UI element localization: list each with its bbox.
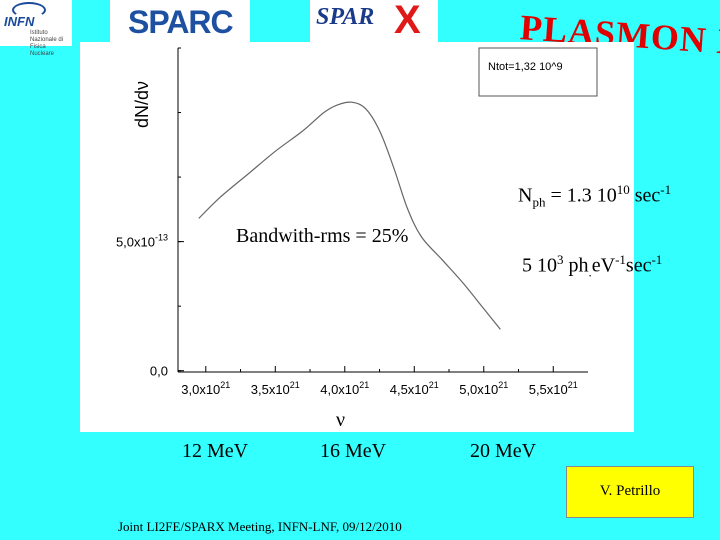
energy-label-12: 12 MeV (182, 440, 249, 462)
y-tick-label-exponent: -13 (155, 233, 168, 243)
x-tick-label-exponent: 21 (220, 380, 230, 390)
legend-text: Ntot=1,32 10^9 (488, 61, 563, 73)
x-tick-label-base: 4,0x10 (320, 382, 359, 397)
sparx-logo-x: X (394, 0, 421, 42)
x-tick-label: 5,5x1021 (529, 380, 578, 397)
x-ticks: 3,0x1021 3,5x1021 4,0x1021 4,5x1021 5,0x1021… (181, 366, 578, 397)
y-ticks: 0,0 5,0x10-13 (116, 47, 184, 379)
y-axis-label: dN/dν (132, 81, 152, 128)
x-tick-label-exponent: 21 (429, 380, 439, 390)
spectral-prefix: 5 10 (522, 254, 557, 277)
sparx-logo-text: SPAR (316, 4, 375, 30)
x-tick-label-base: 4,5x10 (390, 382, 429, 397)
spectral-exponent: 3 (557, 252, 564, 267)
x-axis-label: ν (336, 409, 345, 431)
x-tick-label-base: 5,5x10 (529, 382, 568, 397)
plot-background (80, 42, 634, 432)
x-tick-label-exponent: 21 (290, 380, 300, 390)
author-credit: V. Petrillo (599, 483, 661, 499)
spectrum-curve (198, 101, 501, 330)
nph-unit: sec (629, 184, 661, 207)
bandwidth-annotation: Bandwith-rms = 25% (236, 225, 409, 247)
x-tick-label-exponent: 21 (568, 380, 578, 390)
nph-subscript: ph (532, 194, 546, 210)
y-tick-label-base: 0,0 (150, 364, 168, 379)
x-tick-label: 3,0x1021 (181, 380, 230, 397)
x-tick-label: 4,5x1021 (390, 380, 439, 397)
author-credit-box: V. Petrillo (566, 466, 694, 518)
y-tick-label: 5,0x10-13 (116, 233, 168, 250)
x-tick-label-base: 3,0x10 (181, 382, 220, 397)
x-tick-label: 4,0x1021 (320, 380, 369, 397)
x-tick-label-base: 5,0x10 (459, 382, 498, 397)
spectral-ph: ph (563, 254, 589, 277)
y-tick-label-base: 5,0x10 (116, 235, 155, 250)
spectral-density-annotation: 5 103 ph.eV-1sec-1 (522, 252, 662, 281)
sparc-logo: SPARC (110, 0, 250, 44)
x-tick-label: 5,0x1021 (459, 380, 508, 397)
spectral-sec: sec (625, 254, 652, 277)
footer-text: Joint LI2FE/SPARX Meeting, INFN-LNF, 09/… (118, 519, 402, 534)
legend-box (478, 47, 598, 97)
photon-number-annotation: Nph = 1.3 1010 sec-1 (518, 182, 671, 211)
sparx-logo: SPAR X (310, 0, 438, 44)
nph-unit-exponent: -1 (660, 182, 672, 197)
infn-logo-subtitle: Istituto Nazionale di Fisica Nucleare (30, 30, 64, 57)
infn-logo-text: INFN (4, 14, 35, 29)
x-tick-label-base: 3,5x10 (251, 382, 290, 397)
spectral-ev-exponent: -1 (615, 252, 626, 267)
spectral-ev: eV (591, 254, 616, 277)
energy-label-16: 16 MeV (320, 440, 387, 462)
infn-swoosh-icon (12, 2, 46, 18)
x-tick-label-exponent: 21 (498, 380, 508, 390)
sparc-logo-text: SPARC (128, 4, 234, 40)
nph-symbol: N (518, 184, 533, 207)
energy-label-20: 20 MeV (470, 440, 537, 462)
x-tick-label: 3,5x1021 (251, 380, 300, 397)
x-tick-label-exponent: 21 (359, 380, 369, 390)
chart-axes (177, 48, 588, 373)
infn-logo: INFN Istituto Nazionale di Fisica Nuclea… (0, 0, 72, 57)
spectral-sec-exponent: -1 (651, 252, 663, 267)
nph-value: = 1.3 10 (545, 184, 617, 207)
y-tick-label: 0,0 (150, 364, 168, 379)
spectral-dot: . (588, 264, 592, 280)
nph-exponent: 10 (616, 182, 630, 197)
